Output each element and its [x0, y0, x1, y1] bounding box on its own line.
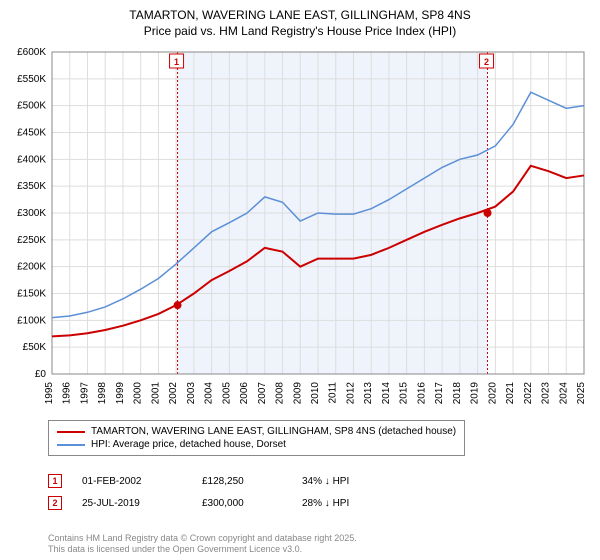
legend-label-property: TAMARTON, WAVERING LANE EAST, GILLINGHAM…: [91, 426, 456, 437]
marker-table: 1 01-FEB-2002 £128,250 34% ↓ HPI 2 25-JU…: [48, 470, 382, 514]
svg-text:2016: 2016: [416, 382, 427, 405]
svg-text:2: 2: [484, 57, 489, 67]
legend-swatch-property: [57, 431, 85, 433]
svg-text:£350K: £350K: [17, 181, 46, 192]
svg-text:2018: 2018: [452, 382, 463, 405]
legend-item-hpi: HPI: Average price, detached house, Dors…: [57, 438, 456, 451]
title-line-2: Price paid vs. HM Land Registry's House …: [0, 24, 600, 40]
marker-pct-1: 34% ↓ HPI: [302, 476, 382, 487]
svg-text:2022: 2022: [523, 382, 534, 405]
plot-area: 12£0£50K£100K£150K£200K£250K£300K£350K£4…: [48, 48, 588, 408]
svg-text:£50K: £50K: [23, 342, 47, 353]
marker-box-1: 1: [48, 474, 62, 488]
svg-text:1999: 1999: [115, 382, 126, 405]
svg-text:2005: 2005: [221, 382, 232, 405]
chart-container: TAMARTON, WAVERING LANE EAST, GILLINGHAM…: [0, 0, 600, 560]
footer-line-1: Contains HM Land Registry data © Crown c…: [48, 533, 357, 545]
svg-text:2008: 2008: [275, 382, 286, 405]
svg-text:£300K: £300K: [17, 208, 46, 219]
svg-text:2002: 2002: [168, 382, 179, 405]
svg-text:2010: 2010: [310, 382, 321, 405]
svg-text:£100K: £100K: [17, 315, 46, 326]
svg-text:2003: 2003: [186, 382, 197, 405]
marker-date-2: 25-JUL-2019: [82, 498, 182, 509]
legend-swatch-hpi: [57, 444, 85, 446]
svg-text:1: 1: [174, 57, 179, 67]
svg-text:2006: 2006: [239, 382, 250, 405]
marker-pct-2: 28% ↓ HPI: [302, 498, 382, 509]
legend-item-property: TAMARTON, WAVERING LANE EAST, GILLINGHAM…: [57, 425, 456, 438]
svg-text:1998: 1998: [97, 382, 108, 405]
svg-text:£250K: £250K: [17, 235, 46, 246]
svg-text:£550K: £550K: [17, 74, 46, 85]
svg-text:2013: 2013: [363, 382, 374, 405]
svg-text:2011: 2011: [328, 382, 339, 404]
svg-text:2023: 2023: [541, 382, 552, 405]
svg-text:2024: 2024: [558, 382, 569, 405]
footer-line-2: This data is licensed under the Open Gov…: [48, 544, 357, 556]
svg-text:£600K: £600K: [17, 47, 46, 58]
svg-text:2007: 2007: [257, 382, 268, 405]
title-line-1: TAMARTON, WAVERING LANE EAST, GILLINGHAM…: [0, 8, 600, 24]
marker-row-2: 2 25-JUL-2019 £300,000 28% ↓ HPI: [48, 492, 382, 514]
svg-text:£400K: £400K: [17, 154, 46, 165]
marker-price-1: £128,250: [202, 476, 282, 487]
legend-label-hpi: HPI: Average price, detached house, Dors…: [91, 439, 286, 450]
svg-text:1996: 1996: [62, 382, 73, 405]
svg-text:2001: 2001: [150, 382, 161, 405]
legend: TAMARTON, WAVERING LANE EAST, GILLINGHAM…: [48, 420, 465, 456]
svg-text:1997: 1997: [79, 382, 90, 405]
chart-title: TAMARTON, WAVERING LANE EAST, GILLINGHAM…: [0, 0, 600, 39]
svg-text:2020: 2020: [487, 382, 498, 405]
svg-text:2019: 2019: [470, 382, 481, 405]
svg-text:£500K: £500K: [17, 101, 46, 112]
marker-row-1: 1 01-FEB-2002 £128,250 34% ↓ HPI: [48, 470, 382, 492]
svg-text:2014: 2014: [381, 382, 392, 405]
marker-date-1: 01-FEB-2002: [82, 476, 182, 487]
svg-text:£0: £0: [35, 369, 47, 380]
svg-text:£450K: £450K: [17, 128, 46, 139]
svg-text:2015: 2015: [399, 382, 410, 405]
svg-text:2009: 2009: [292, 382, 303, 405]
svg-text:1995: 1995: [44, 382, 55, 405]
footer: Contains HM Land Registry data © Crown c…: [48, 533, 357, 556]
svg-text:2000: 2000: [133, 382, 144, 405]
svg-text:£150K: £150K: [17, 289, 46, 300]
marker-price-2: £300,000: [202, 498, 282, 509]
svg-text:£200K: £200K: [17, 262, 46, 273]
svg-text:2012: 2012: [345, 382, 356, 405]
marker-box-2: 2: [48, 496, 62, 510]
svg-text:2017: 2017: [434, 382, 445, 405]
svg-text:2021: 2021: [505, 382, 516, 405]
chart-svg: 12£0£50K£100K£150K£200K£250K£300K£350K£4…: [48, 48, 588, 408]
svg-text:2025: 2025: [576, 382, 587, 405]
svg-text:2004: 2004: [204, 382, 215, 405]
